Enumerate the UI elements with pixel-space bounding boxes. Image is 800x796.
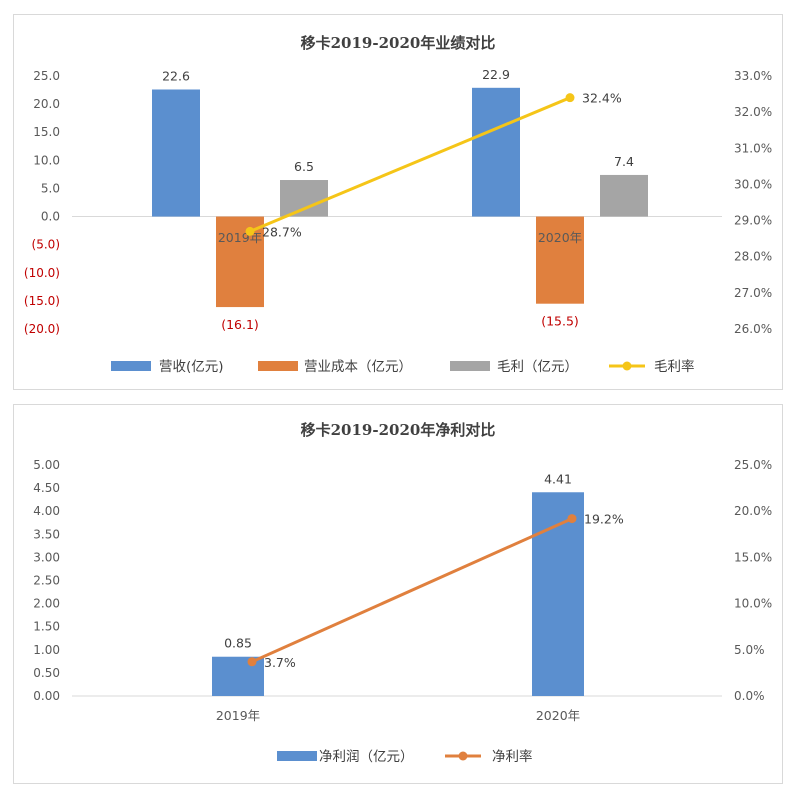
c1-y-left-tick: 15.0 (33, 125, 60, 139)
c1-legend-label: 营业成本（亿元） (304, 359, 412, 375)
c2-y-right-tick: 0.0% (734, 689, 765, 703)
c2-legend-label: 净利润（亿元） (319, 749, 414, 765)
c1-line-series (249, 96, 571, 233)
c1-bar-3-2 (600, 174, 648, 217)
c1-y-right-tick: 31.0% (734, 141, 772, 155)
c2-y-left-tick: 1.00 (33, 643, 60, 657)
c1-y-left-tick: 10.0 (33, 153, 60, 167)
c2-y-left-tick: 2.00 (33, 597, 60, 611)
c2-y-left-tick: 4.50 (33, 481, 60, 495)
c1-bar-label: 7.4 (614, 154, 634, 169)
c1-legend-label: 营收(亿元) (159, 359, 224, 375)
c1-y-left-tick: (5.0) (32, 238, 60, 252)
c2-y-right-tick: 15.0% (734, 550, 772, 564)
c1-line-label: 28.7% (262, 224, 302, 239)
c2-legend-label: 净利率 (492, 748, 533, 765)
c2-bar-label: 4.41 (544, 471, 572, 486)
c1-bar-1-1 (152, 89, 200, 217)
c1-bar-1-2 (472, 87, 520, 217)
c1-bar-2-1 (216, 216, 264, 308)
c1-legend-swatch (258, 361, 298, 371)
c2-y-left-tick: 3.00 (33, 550, 60, 564)
c2-bar-label: 0.85 (224, 636, 252, 651)
c1-y-left-tick: (10.0) (24, 266, 60, 280)
c1-legend-label: 毛利率 (654, 358, 695, 375)
c1-y-right-tick: 29.0% (734, 214, 772, 228)
c2-y-right-tick: 5.0% (734, 643, 765, 657)
performance-chart: 移卡2019-2020年业绩对比 (20.0) (15.0) (10.0) (5.0) 0… (24, 34, 772, 375)
chart-panel-net-profit: 移卡2019-2020年净利对比 0.00 0.50 1.00 1.50 2.00 2.50… (13, 404, 783, 784)
c2-y-left-tick: 2.50 (33, 574, 60, 588)
c2-y-right-tick: 10.0% (734, 597, 772, 611)
c1-y-right-tick: 26.0% (734, 322, 772, 336)
c1-bar-label: 22.6 (162, 68, 190, 83)
c2-y-left-tick: 4.00 (33, 504, 60, 518)
c2-bar-1-2 (532, 492, 584, 696)
c1-x-tick: 2019年 (218, 230, 262, 245)
c2-chart-title: 移卡2019-2020年净利对比 (301, 421, 496, 439)
c1-bar-3-1 (280, 180, 328, 217)
c1-legend-marker (622, 361, 632, 371)
c1-y-left-tick: 25.0 (33, 69, 60, 83)
c1-bar-label: 22.9 (482, 67, 510, 82)
c2-legend-marker (458, 751, 468, 761)
c2-y-left-tick: 1.50 (33, 620, 60, 634)
c1-chart-title: 移卡2019-2020年业绩对比 (301, 34, 496, 52)
c2-x-tick: 2020年 (536, 708, 580, 723)
c1-bar-label: (16.1) (221, 317, 259, 332)
chart-panel-performance: 移卡2019-2020年业绩对比 (20.0) (15.0) (10.0) (5.0) 0… (13, 14, 783, 390)
c2-y-left-tick: 0.50 (33, 666, 60, 680)
c2-x-tick: 2019年 (216, 708, 260, 723)
c1-y-left-tick: (20.0) (24, 322, 60, 336)
c1-y-right-tick: 32.0% (734, 105, 772, 119)
c1-bar-label: 6.5 (294, 159, 314, 174)
c1-y-left-tick: 5.0 (41, 181, 60, 195)
c1-line-point (245, 226, 255, 236)
c2-line-point (567, 514, 577, 524)
c1-y-right-tick: 33.0% (734, 69, 772, 83)
c2-legend-swatch (277, 751, 317, 761)
c1-line-point (565, 93, 575, 103)
c2-y-left-tick: 3.50 (33, 527, 60, 541)
c1-legend-label: 毛利（亿元） (497, 359, 578, 375)
c1-y-left-tick: 0.0 (41, 210, 60, 224)
c1-y-right-tick: 28.0% (734, 250, 772, 264)
c1-bar-2-2 (536, 216, 584, 304)
c1-y-right-tick: 30.0% (734, 177, 772, 191)
c1-legend-swatch (111, 361, 151, 371)
c2-y-left-tick: 5.00 (33, 458, 60, 472)
c1-x-tick: 2020年 (538, 230, 582, 245)
c2-line-series (251, 517, 573, 664)
c1-bar-label: (15.5) (541, 314, 579, 329)
c2-line-point (247, 657, 257, 667)
c1-line-label: 32.4% (582, 91, 622, 106)
c2-line-label: 19.2% (584, 512, 624, 527)
c2-y-right-tick: 25.0% (734, 458, 772, 472)
c1-y-right-tick: 27.0% (734, 286, 772, 300)
c1-legend-swatch (450, 361, 490, 371)
net-profit-chart: 移卡2019-2020年净利对比 0.00 0.50 1.00 1.50 2.00 2.50… (33, 421, 772, 765)
c2-y-left-tick: 0.00 (33, 689, 60, 703)
c2-line-label: 3.7% (264, 655, 296, 670)
c1-y-left-tick: 20.0 (33, 97, 60, 111)
c1-y-left-tick: (15.0) (24, 294, 60, 308)
c2-y-right-tick: 20.0% (734, 504, 772, 518)
